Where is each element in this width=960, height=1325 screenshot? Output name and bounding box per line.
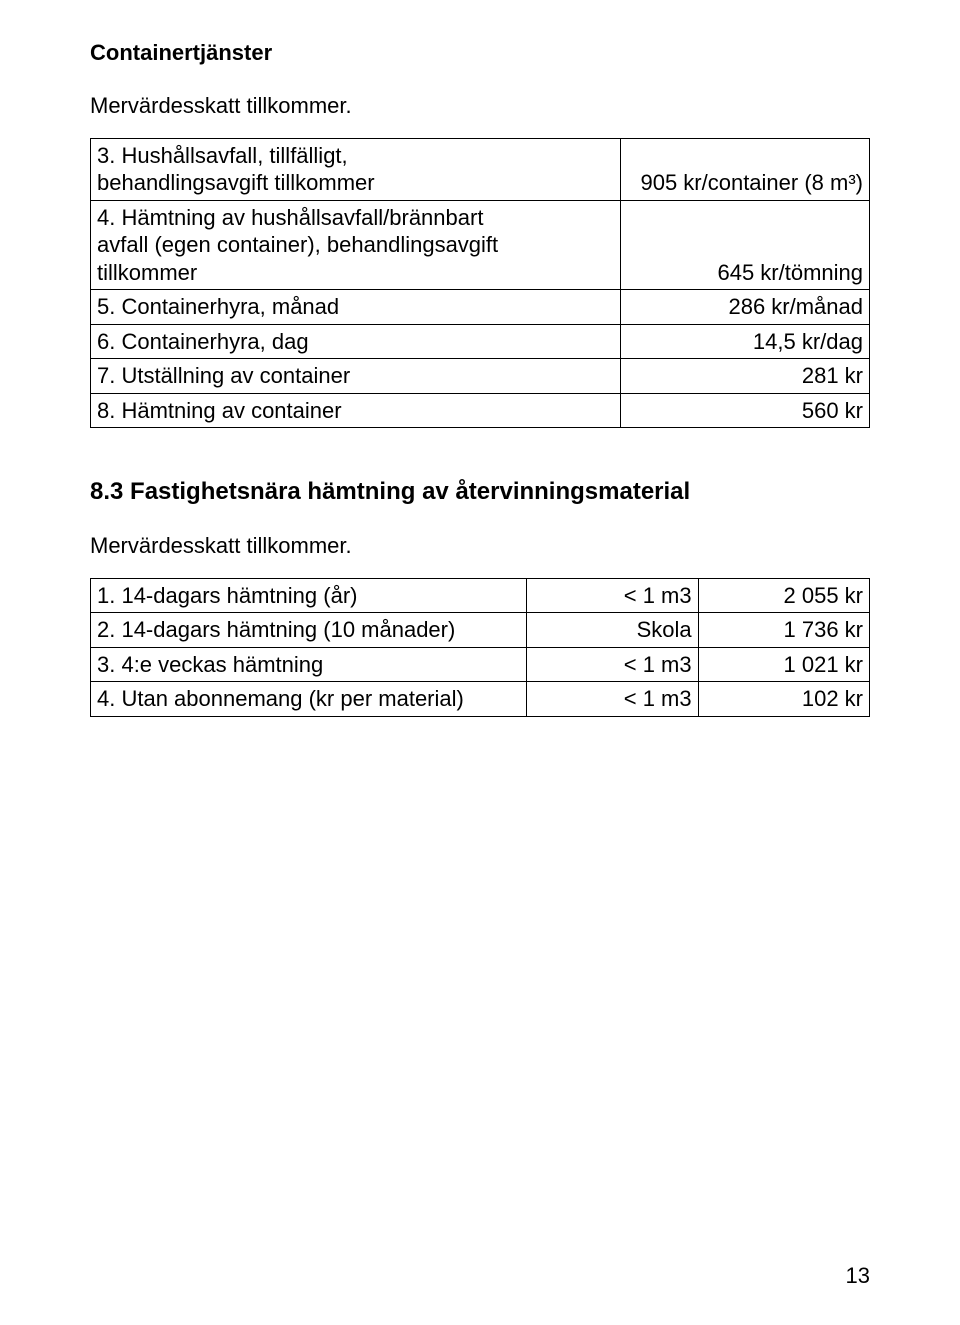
table-row: 1. 14-dagars hämtning (år)< 1 m32 055 kr (91, 578, 870, 613)
cell-mid: Skola (527, 613, 698, 648)
cell-value: 905 kr/container (8 m³) (620, 138, 869, 200)
table-row: 4. Hämtning av hushållsavfall/brännbart … (91, 200, 870, 290)
cell-value: 1 021 kr (698, 647, 869, 682)
table-row: 4. Utan abonnemang (kr per material)< 1 … (91, 682, 870, 717)
cell-mid: < 1 m3 (527, 682, 698, 717)
page: Containertjänster Mervärdesskatt tillkom… (0, 0, 960, 1325)
cell-label: 4. Utan abonnemang (kr per material) (91, 682, 527, 717)
cell-label: 3. Hushållsavfall, tillfälligt, behandli… (91, 138, 621, 200)
section-heading-container: Containertjänster (90, 40, 870, 66)
table-row: 6. Containerhyra, dag14,5 kr/dag (91, 324, 870, 359)
cell-value: 14,5 kr/dag (620, 324, 869, 359)
table-row: 7. Utställning av container281 kr (91, 359, 870, 394)
cell-label: 3. 4:e veckas hämtning (91, 647, 527, 682)
cell-value: 281 kr (620, 359, 869, 394)
cell-value: 1 736 kr (698, 613, 869, 648)
cell-value: 560 kr (620, 393, 869, 428)
cell-label: 4. Hämtning av hushållsavfall/brännbart … (91, 200, 621, 290)
cell-mid: < 1 m3 (527, 647, 698, 682)
t1-body: 3. Hushållsavfall, tillfälligt, behandli… (91, 138, 870, 428)
cell-label: 8. Hämtning av container (91, 393, 621, 428)
table-recycling: 1. 14-dagars hämtning (år)< 1 m32 055 kr… (90, 578, 870, 717)
cell-value: 102 kr (698, 682, 869, 717)
section-heading-recycling: 8.3 Fastighetsnära hämtning av återvinni… (90, 478, 870, 506)
vat-note-2: Mervärdesskatt tillkommer. (90, 532, 870, 560)
cell-label: 7. Utställning av container (91, 359, 621, 394)
table-row: 5. Containerhyra, månad286 kr/månad (91, 290, 870, 325)
cell-value: 2 055 kr (698, 578, 869, 613)
cell-label: 2. 14-dagars hämtning (10 månader) (91, 613, 527, 648)
table-row: 3. 4:e veckas hämtning< 1 m31 021 kr (91, 647, 870, 682)
cell-label: 5. Containerhyra, månad (91, 290, 621, 325)
page-number: 13 (846, 1263, 870, 1289)
t2-body: 1. 14-dagars hämtning (år)< 1 m32 055 kr… (91, 578, 870, 716)
cell-label: 1. 14-dagars hämtning (år) (91, 578, 527, 613)
table-container-services: 3. Hushållsavfall, tillfälligt, behandli… (90, 138, 870, 429)
table-row: 8. Hämtning av container560 kr (91, 393, 870, 428)
vat-note-1: Mervärdesskatt tillkommer. (90, 92, 870, 120)
cell-value: 286 kr/månad (620, 290, 869, 325)
table-row: 3. Hushållsavfall, tillfälligt, behandli… (91, 138, 870, 200)
table-row: 2. 14-dagars hämtning (10 månader)Skola1… (91, 613, 870, 648)
cell-label: 6. Containerhyra, dag (91, 324, 621, 359)
cell-value: 645 kr/tömning (620, 200, 869, 290)
cell-mid: < 1 m3 (527, 578, 698, 613)
